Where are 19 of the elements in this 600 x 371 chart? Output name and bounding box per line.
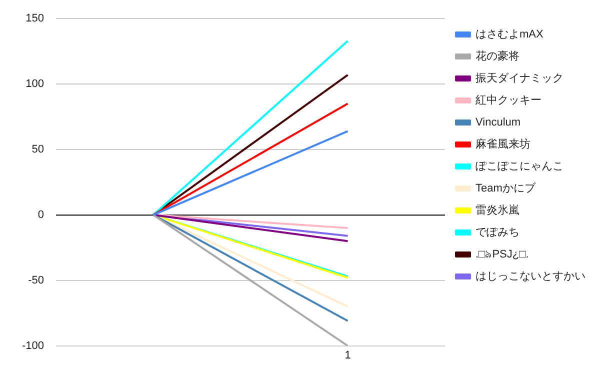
y-tick-label: 100 — [26, 78, 44, 90]
legend-label: ぽこぽこにゃんこ — [476, 160, 564, 173]
legend-label: Vinculum — [476, 116, 521, 129]
legend-label: はじっこないとすかい — [476, 270, 586, 283]
legend-label: 花の豪将 — [476, 50, 520, 63]
x-tick-label: 1 — [344, 349, 351, 362]
legend-label: 麻雀風来坊 — [476, 138, 530, 151]
y-tick-label: -100 — [22, 340, 44, 352]
legend-label: 振天ダイナミック — [476, 72, 564, 85]
y-tick-label: 50 — [32, 144, 44, 156]
legend-label: はさむよmAX — [476, 28, 544, 41]
legend-label: Teamかにブ — [476, 182, 536, 195]
legend-label: でぽみち — [476, 226, 520, 239]
y-tick-label: -50 — [28, 274, 44, 286]
legend-label: 雷炎氷嵐 — [476, 204, 520, 217]
y-tick-label: 150 — [26, 12, 44, 25]
legend-label: 紅中クッキー — [476, 94, 542, 107]
y-tick-label: 0 — [38, 208, 44, 221]
legend-label: .□ঌPSJ¿□. — [476, 248, 529, 261]
